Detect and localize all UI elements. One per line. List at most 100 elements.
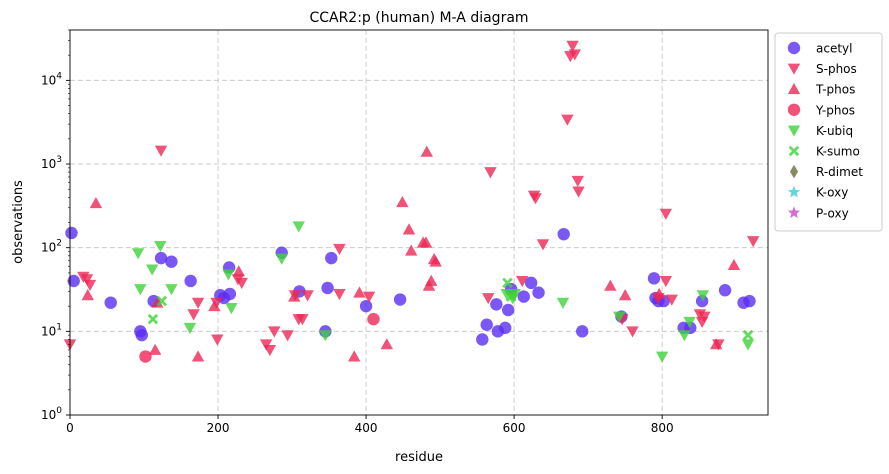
point-acetyl bbox=[223, 287, 237, 301]
point-t-phos bbox=[727, 258, 741, 271]
point-t-phos bbox=[380, 338, 394, 350]
point-s-phos bbox=[333, 243, 346, 255]
point-t-phos bbox=[604, 279, 617, 291]
point-t-phos bbox=[89, 197, 103, 209]
point-s-phos bbox=[301, 290, 314, 302]
point-k-ubiq bbox=[165, 284, 178, 296]
point-s-phos bbox=[529, 193, 542, 205]
point-acetyl bbox=[524, 276, 538, 290]
point-s-phos bbox=[80, 274, 94, 286]
y-tick-label: 100 bbox=[41, 406, 62, 422]
point-s-phos bbox=[746, 236, 760, 248]
point-s-phos bbox=[566, 40, 579, 52]
x-tick-label: 600 bbox=[503, 421, 526, 435]
x-axis-ticks: 0 200 400 600 800 bbox=[66, 415, 674, 435]
point-s-phos bbox=[626, 326, 639, 338]
point-t-phos bbox=[618, 289, 632, 301]
point-s-phos bbox=[571, 175, 584, 188]
point-k-ubiq bbox=[275, 253, 288, 265]
legend-label-y-phos: Y-phos bbox=[815, 103, 855, 117]
point-s-phos bbox=[698, 311, 711, 323]
point-acetyl bbox=[184, 274, 197, 288]
legend-label-t-phos: T-phos bbox=[815, 83, 855, 97]
legend-label-acetyl: acetyl bbox=[816, 42, 852, 56]
point-k-ubiq bbox=[319, 330, 332, 342]
point-acetyl bbox=[743, 294, 756, 308]
point-acetyl bbox=[476, 333, 489, 346]
legend-box bbox=[774, 32, 883, 232]
point-acetyl bbox=[576, 325, 589, 338]
point-k-ubiq bbox=[134, 284, 147, 296]
legend-marker-acetyl bbox=[787, 41, 801, 55]
point-s-phos bbox=[191, 297, 205, 309]
point-k-ubiq bbox=[741, 339, 755, 351]
point-acetyl bbox=[65, 226, 78, 240]
point-k-sumo bbox=[156, 295, 168, 307]
point-k-ubiq bbox=[225, 303, 238, 315]
point-y-phos bbox=[367, 312, 380, 326]
point-s-phos bbox=[211, 334, 224, 346]
point-k-ubiq bbox=[131, 248, 145, 260]
point-acetyl bbox=[557, 227, 570, 241]
x-tick-label: 200 bbox=[207, 421, 230, 435]
point-s-phos bbox=[362, 291, 376, 303]
legend-marker-y-phos bbox=[787, 103, 801, 117]
point-s-phos bbox=[484, 167, 497, 179]
point-acetyl bbox=[104, 296, 117, 309]
point-s-phos bbox=[333, 288, 346, 301]
y-tick-label: 103 bbox=[41, 155, 62, 171]
point-acetyl bbox=[393, 293, 407, 306]
point-k-ubiq bbox=[183, 322, 197, 335]
point-acetyl bbox=[359, 299, 373, 313]
point-s-phos bbox=[659, 276, 673, 288]
legend: acetyl S-phos T-phos Y-phos K-ubiq K-sumo R-di… bbox=[774, 32, 883, 232]
point-acetyl bbox=[499, 321, 512, 335]
point-s-phos bbox=[154, 145, 168, 157]
point-acetyl bbox=[135, 328, 148, 342]
point-t-phos bbox=[405, 244, 418, 256]
legend-label-k-sumo: K-sumo bbox=[816, 145, 860, 159]
point-k-ubiq bbox=[613, 311, 626, 323]
point-t-phos bbox=[288, 290, 301, 302]
legend-label-s-phos: S-phos bbox=[816, 62, 857, 76]
point-acetyl bbox=[165, 255, 178, 268]
x-tick-label: 800 bbox=[651, 421, 674, 435]
point-k-ubiq bbox=[683, 316, 696, 329]
chart-title: CCAR2:p (human) M-A diagram bbox=[309, 10, 528, 26]
point-s-phos bbox=[281, 330, 294, 342]
point-s-phos bbox=[235, 277, 248, 290]
y-tick-label: 104 bbox=[41, 71, 62, 87]
point-k-sumo bbox=[505, 291, 517, 302]
x-axis-label: residue bbox=[395, 450, 443, 465]
data-points bbox=[63, 40, 760, 363]
legend-marker-t-phos bbox=[787, 83, 801, 95]
point-acetyl bbox=[321, 281, 334, 295]
point-t-phos bbox=[81, 289, 94, 301]
point-acetyl bbox=[695, 294, 709, 308]
grid-lines bbox=[70, 30, 768, 415]
point-s-phos bbox=[659, 208, 673, 220]
point-t-phos bbox=[420, 145, 433, 157]
point-s-phos bbox=[536, 239, 550, 251]
point-s-phos bbox=[568, 49, 582, 61]
point-acetyl bbox=[490, 298, 503, 311]
point-k-ubiq bbox=[696, 290, 710, 302]
legend-label-k-ubiq: K-ubiq bbox=[816, 124, 853, 138]
point-t-phos bbox=[396, 195, 409, 208]
point-k-ubiq bbox=[145, 264, 159, 276]
point-y-phos bbox=[139, 350, 152, 363]
legend-label-k-oxy: K-oxy bbox=[816, 186, 848, 200]
point-s-phos bbox=[516, 276, 529, 288]
point-t-phos bbox=[429, 255, 442, 267]
point-acetyl bbox=[67, 274, 80, 288]
point-acetyl bbox=[532, 286, 545, 299]
point-acetyl bbox=[647, 272, 661, 285]
point-s-phos bbox=[268, 326, 281, 338]
point-acetyl bbox=[325, 251, 338, 265]
point-s-phos bbox=[210, 297, 223, 309]
point-t-phos bbox=[353, 286, 366, 298]
point-s-phos bbox=[187, 309, 200, 321]
point-s-phos bbox=[665, 294, 678, 306]
point-t-phos bbox=[148, 343, 162, 355]
